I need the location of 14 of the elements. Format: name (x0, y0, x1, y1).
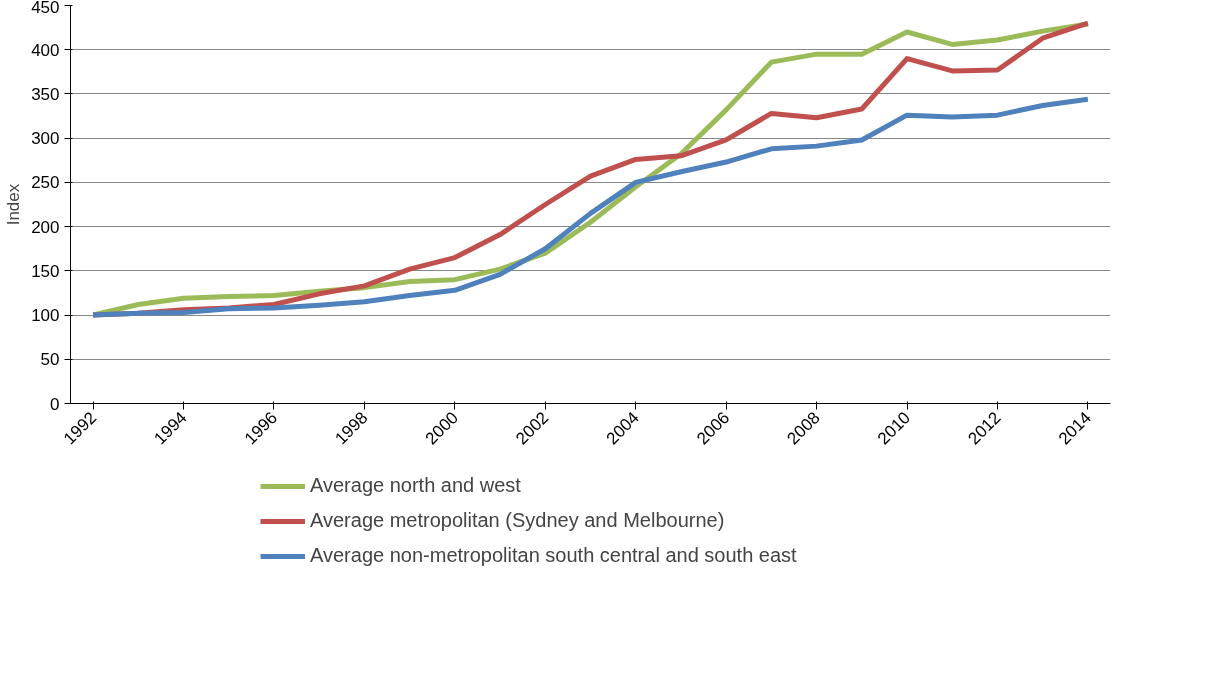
y-tick-label: 450 (31, 0, 60, 17)
y-tick-label: 150 (31, 261, 60, 281)
y-tick-label: 100 (31, 306, 60, 326)
legend-label: Average north and west (310, 474, 521, 497)
y-tick-label: 300 (31, 129, 60, 149)
y-tick-label: 400 (31, 40, 60, 60)
y-tick-label: 200 (31, 217, 60, 237)
y-axis-title: Index (4, 183, 24, 226)
y-tick-label: 350 (31, 84, 60, 104)
y-tick-label: 0 (50, 394, 60, 414)
legend-label: Average metropolitan (Sydney and Melbourne) (310, 509, 725, 532)
y-tick-label: 250 (31, 173, 60, 193)
legend-label: Average non-metropolitan south central and south east (310, 544, 797, 567)
y-tick-label: 50 (40, 350, 60, 370)
